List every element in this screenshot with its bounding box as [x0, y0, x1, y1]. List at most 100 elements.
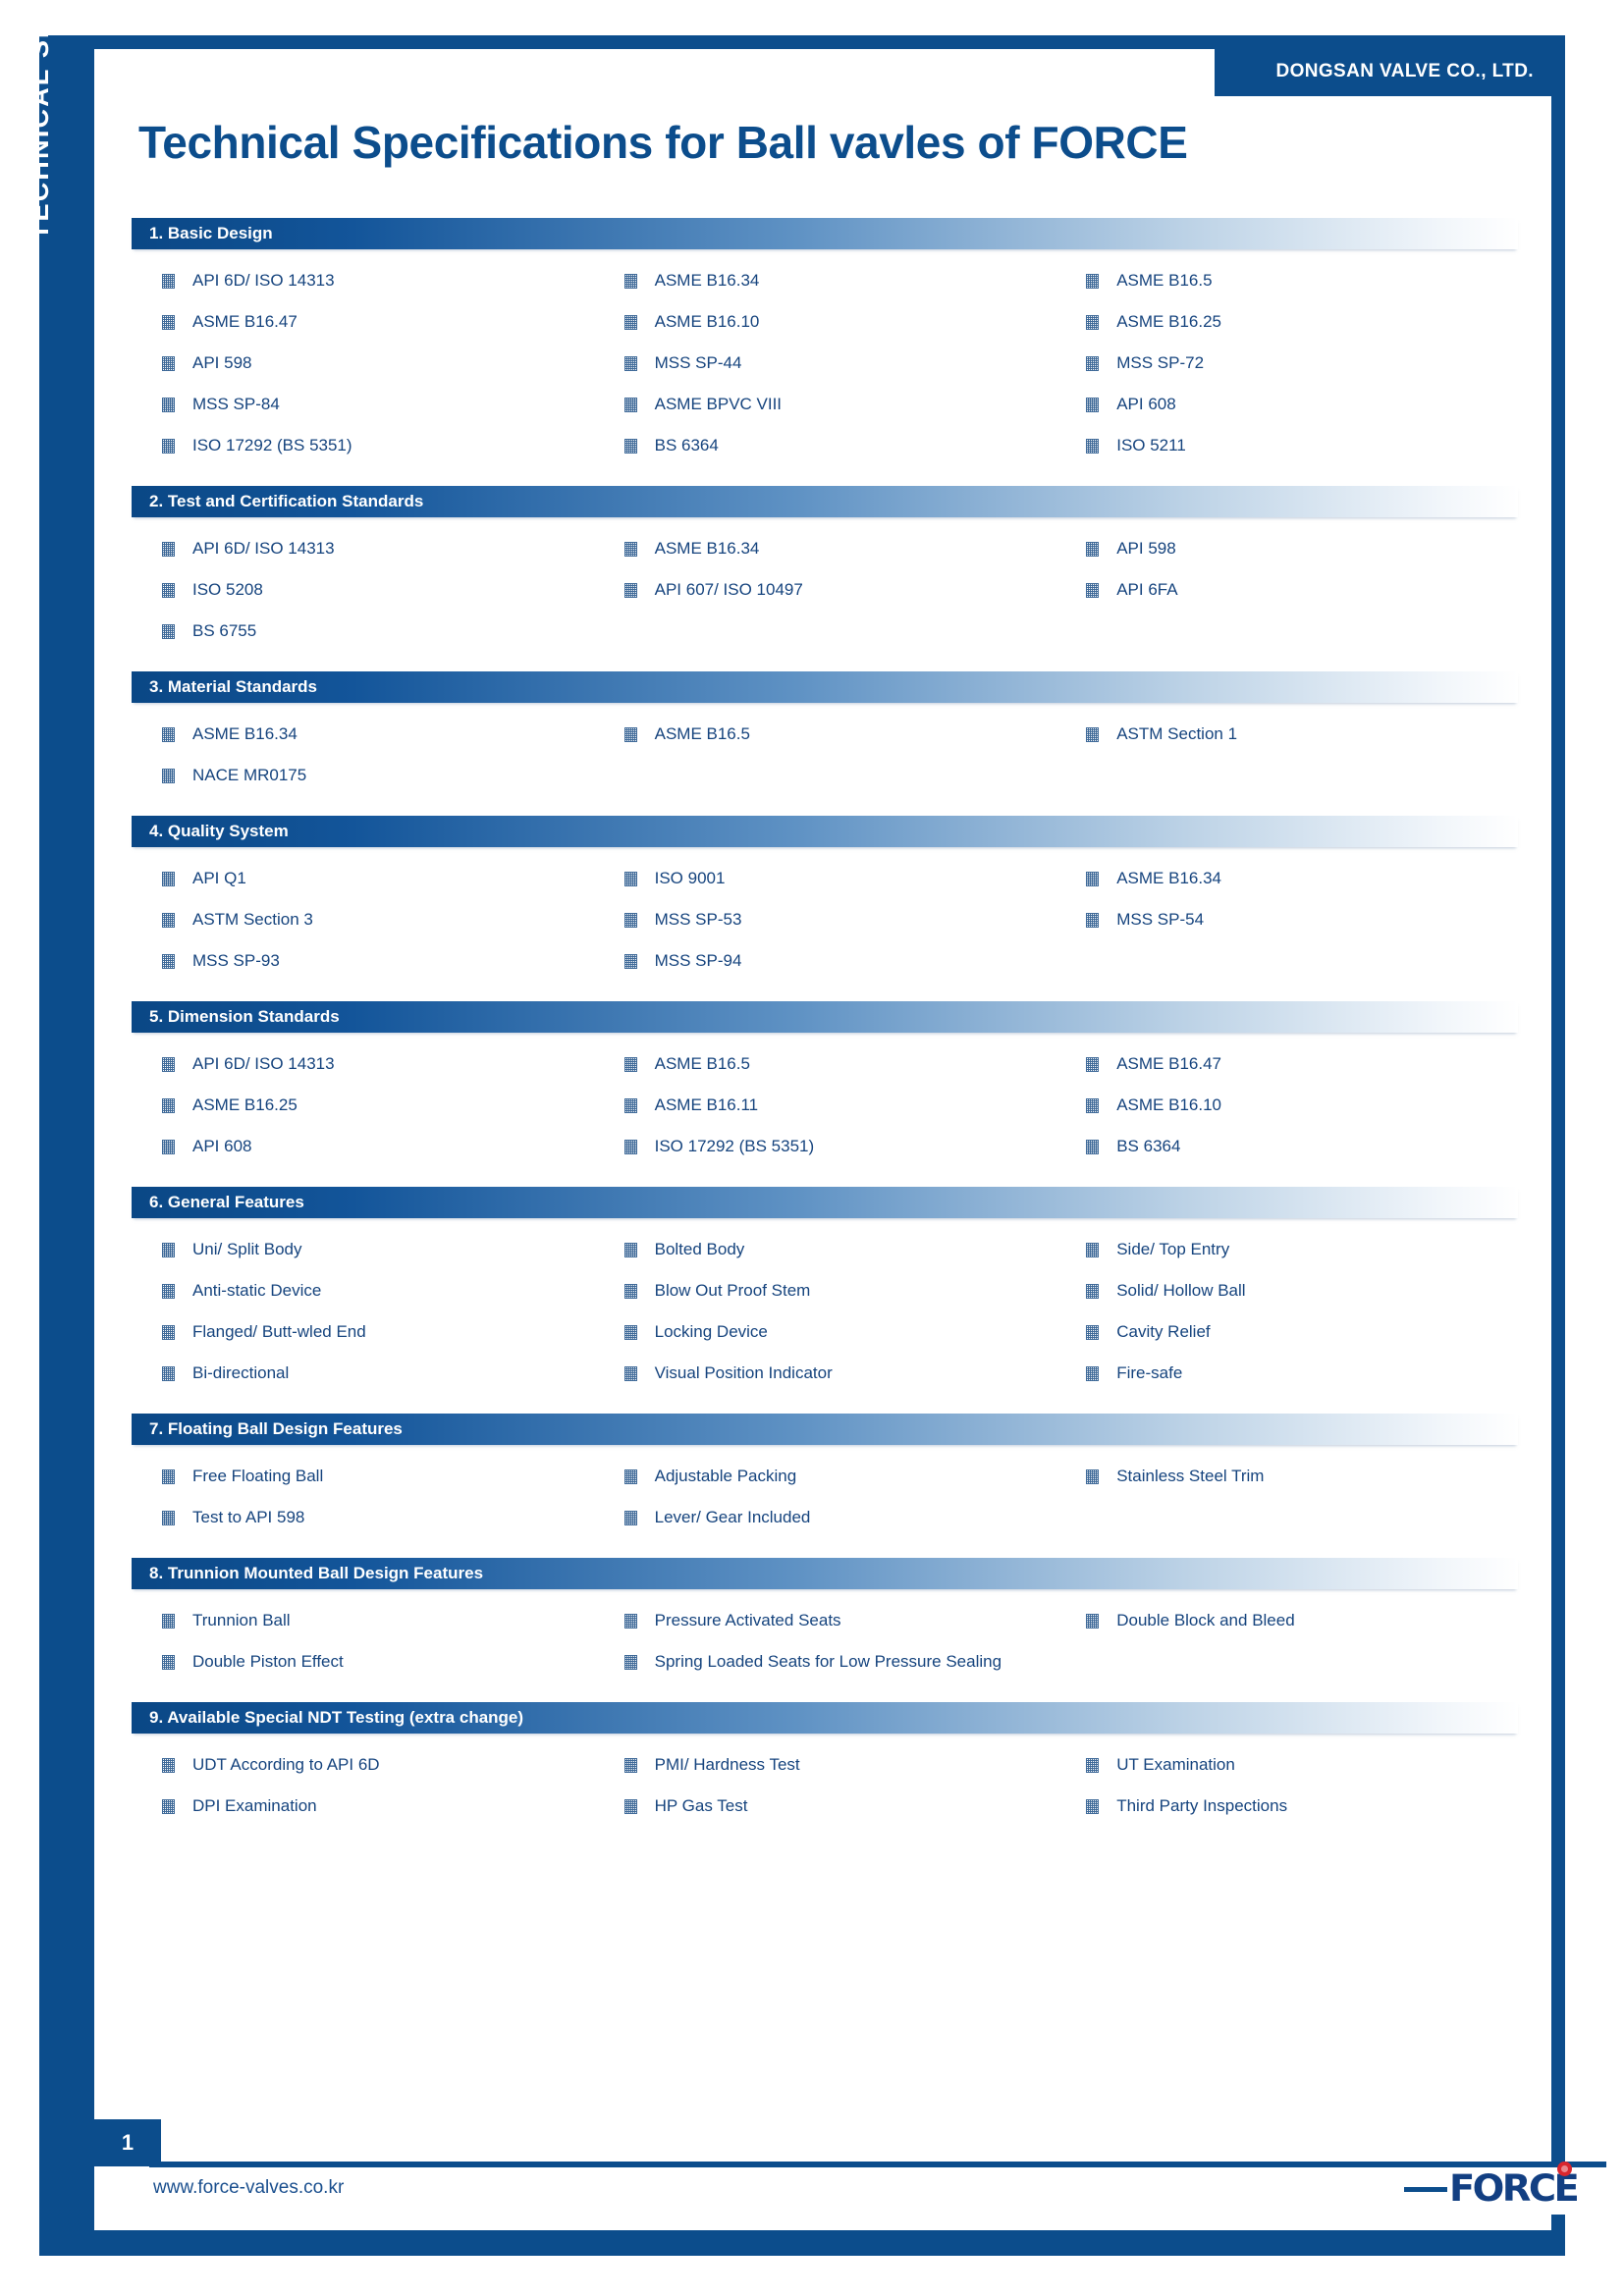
- company-band: DONGSAN VALVE CO., LTD.: [1215, 49, 1551, 96]
- bullet-square-icon: [623, 1365, 637, 1381]
- list-item[interactable]: Visual Position Indicator: [594, 1353, 1056, 1394]
- list-item[interactable]: BS 6364: [1056, 1126, 1518, 1167]
- list-item[interactable]: ISO 5208: [132, 569, 594, 611]
- list-item[interactable]: BS 6755: [132, 611, 594, 652]
- bullet-square-icon: [1086, 1097, 1100, 1113]
- list-item[interactable]: Double Block and Bleed: [1056, 1600, 1518, 1641]
- list-item[interactable]: Lever/ Gear Included: [594, 1497, 1056, 1538]
- list-item-label: Fire-safe: [1116, 1363, 1183, 1382]
- list-item[interactable]: MSS SP-84: [132, 384, 594, 425]
- list-item[interactable]: ASTM Section 3: [132, 899, 594, 940]
- list-item[interactable]: Bi-directional: [132, 1353, 594, 1394]
- list-item[interactable]: MSS SP-72: [1056, 343, 1518, 384]
- list-item-label: Double Block and Bleed: [1116, 1611, 1295, 1629]
- bullet-square-icon: [623, 1510, 637, 1525]
- list-item[interactable]: ASME B16.34: [594, 528, 1056, 569]
- list-item-label: API 6FA: [1116, 580, 1178, 599]
- list-item[interactable]: Solid/ Hollow Ball: [1056, 1270, 1518, 1311]
- list-item[interactable]: ASME BPVC VIII: [594, 384, 1056, 425]
- list-item[interactable]: API 608: [1056, 384, 1518, 425]
- list-item[interactable]: Test to API 598: [132, 1497, 594, 1538]
- list-item[interactable]: Uni/ Split Body: [132, 1229, 594, 1270]
- list-item[interactable]: ASME B16.25: [1056, 301, 1518, 343]
- list-item[interactable]: ISO 9001: [594, 858, 1056, 899]
- list-item[interactable]: Trunnion Ball: [132, 1600, 594, 1641]
- list-item[interactable]: Third Party Inspections: [1056, 1786, 1518, 1827]
- list-item[interactable]: Bolted Body: [594, 1229, 1056, 1270]
- list-item[interactable]: API 598: [1056, 528, 1518, 569]
- list-item[interactable]: PMI/ Hardness Test: [594, 1744, 1056, 1786]
- footer: www.force-valves.co.kr FORCE: [149, 2162, 1606, 2215]
- list-item[interactable]: BS 6364: [594, 425, 1056, 466]
- spine-label: TECHNICAL SPECIFICATIONS: [25, 0, 54, 240]
- list-item[interactable]: ASME B16.34: [132, 714, 594, 755]
- list-item[interactable]: Blow Out Proof Stem: [594, 1270, 1056, 1311]
- list-item[interactable]: ISO 17292 (BS 5351): [594, 1126, 1056, 1167]
- list-item[interactable]: API 607/ ISO 10497: [594, 569, 1056, 611]
- list-item[interactable]: ASME B16.47: [132, 301, 594, 343]
- list-item[interactable]: ASME B16.10: [594, 301, 1056, 343]
- bullet-square-icon: [1086, 355, 1100, 371]
- bullet-square-icon: [1086, 582, 1100, 598]
- list-item[interactable]: ASME B16.10: [1056, 1085, 1518, 1126]
- list-item[interactable]: Double Piston Effect: [132, 1641, 594, 1682]
- bullet-square-icon: [623, 1097, 637, 1113]
- list-item[interactable]: Cavity Relief: [1056, 1311, 1518, 1353]
- list-item[interactable]: ASME B16.5: [594, 714, 1056, 755]
- list-item[interactable]: Side/ Top Entry: [1056, 1229, 1518, 1270]
- bullet-square-icon: [162, 1324, 175, 1340]
- list-item[interactable]: API Q1: [132, 858, 594, 899]
- list-item[interactable]: API 6FA: [1056, 569, 1518, 611]
- list-item[interactable]: Fire-safe: [1056, 1353, 1518, 1394]
- list-item[interactable]: MSS SP-53: [594, 899, 1056, 940]
- list-item[interactable]: Anti-static Device: [132, 1270, 594, 1311]
- list-item[interactable]: MSS SP-44: [594, 343, 1056, 384]
- list-item-label: MSS SP-84: [192, 395, 280, 413]
- list-item[interactable]: Flanged/ Butt-wled End: [132, 1311, 594, 1353]
- list-item-label: ASME B16.25: [1116, 312, 1221, 331]
- list-item[interactable]: ASME B16.5: [594, 1043, 1056, 1085]
- list-item-label: API 6D/ ISO 14313: [192, 271, 335, 290]
- list-item[interactable]: ASME B16.47: [1056, 1043, 1518, 1085]
- list-item[interactable]: HP Gas Test: [594, 1786, 1056, 1827]
- list-item-label: Locking Device: [654, 1322, 768, 1341]
- list-item[interactable]: API 598: [132, 343, 594, 384]
- page-sheet: DONGSAN VALVE CO., LTD. Technical Specif…: [94, 49, 1606, 2230]
- list-item[interactable]: UT Examination: [1056, 1744, 1518, 1786]
- list-item[interactable]: ASTM Section 1: [1056, 714, 1518, 755]
- list-item[interactable]: ASME B16.25: [132, 1085, 594, 1126]
- list-item[interactable]: Spring Loaded Seats for Low Pressure Sea…: [594, 1641, 1056, 1682]
- website-url[interactable]: www.force-valves.co.kr: [153, 2177, 345, 2198]
- list-item-label: MSS SP-54: [1116, 910, 1205, 929]
- section-item-list: API Q1 ISO 9001 ASME B16.34 ASTM Section 3 M…: [132, 847, 1518, 986]
- list-item[interactable]: ASME B16.11: [594, 1085, 1056, 1126]
- list-item[interactable]: UDT According to API 6D: [132, 1744, 594, 1786]
- list-item[interactable]: ASME B16.34: [594, 260, 1056, 301]
- list-item-label: ASTM Section 3: [192, 910, 313, 929]
- bullet-square-icon: [162, 623, 175, 639]
- list-item[interactable]: Pressure Activated Seats: [594, 1600, 1056, 1641]
- list-item[interactable]: API 6D/ ISO 14313: [132, 1043, 594, 1085]
- list-item[interactable]: ASME B16.5: [1056, 260, 1518, 301]
- bullet-square-icon: [1086, 1283, 1100, 1299]
- section-header-bar: 7. Floating Ball Design Features: [132, 1414, 1518, 1445]
- list-item[interactable]: DPI Examination: [132, 1786, 594, 1827]
- list-item[interactable]: API 608: [132, 1126, 594, 1167]
- section-header-bar: 6. General Features: [132, 1187, 1518, 1218]
- list-item[interactable]: Locking Device: [594, 1311, 1056, 1353]
- list-item[interactable]: MSS SP-93: [132, 940, 594, 982]
- list-item[interactable]: API 6D/ ISO 14313: [132, 260, 594, 301]
- list-item-label: Cavity Relief: [1116, 1322, 1211, 1341]
- list-item[interactable]: ISO 5211: [1056, 425, 1518, 466]
- list-item[interactable]: MSS SP-94: [594, 940, 1056, 982]
- list-item[interactable]: API 6D/ ISO 14313: [132, 528, 594, 569]
- list-item[interactable]: ISO 17292 (BS 5351): [132, 425, 594, 466]
- list-item[interactable]: Stainless Steel Trim: [1056, 1456, 1518, 1497]
- list-item[interactable]: ASME B16.34: [1056, 858, 1518, 899]
- list-item-label: ASTM Section 1: [1116, 724, 1238, 743]
- list-item[interactable]: MSS SP-54: [1056, 899, 1518, 940]
- bullet-square-icon: [162, 953, 175, 969]
- list-item[interactable]: Free Floating Ball: [132, 1456, 594, 1497]
- list-item[interactable]: NACE MR0175: [132, 755, 594, 796]
- list-item[interactable]: Adjustable Packing: [594, 1456, 1056, 1497]
